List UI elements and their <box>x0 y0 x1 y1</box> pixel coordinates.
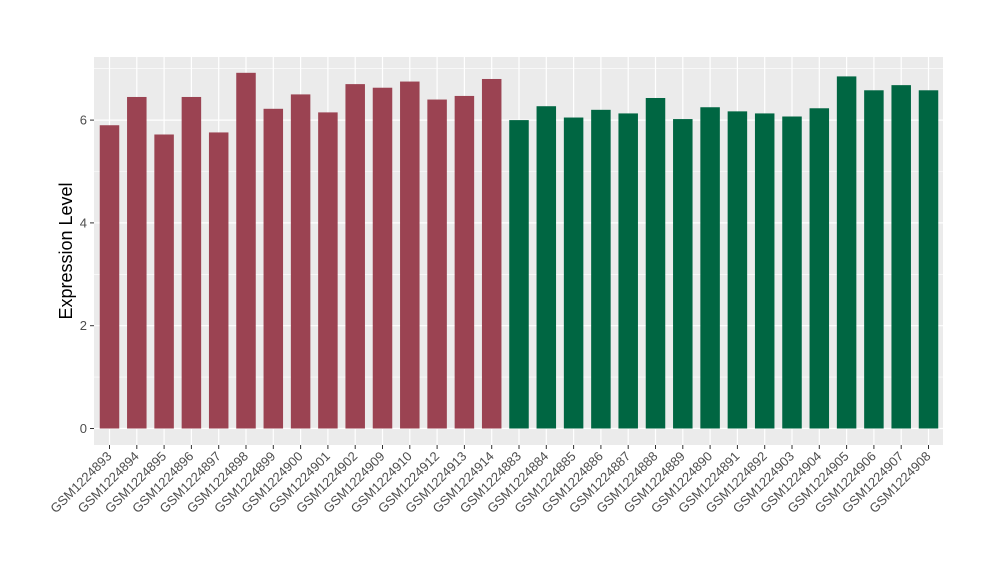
bar-GSM1224889 <box>673 119 693 429</box>
bars <box>99 72 939 429</box>
bar-GSM1224897 <box>208 132 229 429</box>
axes: 0246GSM1224893GSM1224894GSM1224895GSM122… <box>47 113 933 516</box>
bar-GSM1224905 <box>836 76 857 429</box>
bar-GSM1224906 <box>864 90 884 429</box>
bar-GSM1224892 <box>754 113 775 429</box>
bar-GSM1224883 <box>509 120 529 429</box>
bar-GSM1224887 <box>618 113 638 429</box>
bar-GSM1224891 <box>727 111 748 429</box>
bar-GSM1224907 <box>891 85 911 429</box>
bar-GSM1224912 <box>427 99 447 429</box>
y-tick-label: 6 <box>80 113 87 128</box>
bar-GSM1224894 <box>127 96 147 429</box>
y-tick-label: 4 <box>80 215 87 230</box>
bar-GSM1224913 <box>454 95 475 429</box>
y-tick-label: 2 <box>80 318 87 333</box>
bar-GSM1224890 <box>700 107 720 429</box>
y-axis-label: Expression Level <box>56 182 76 319</box>
bar-GSM1224886 <box>591 109 611 429</box>
bar-GSM1224899 <box>263 108 284 429</box>
bar-GSM1224888 <box>645 97 666 429</box>
bar-GSM1224901 <box>318 112 338 429</box>
y-tick-label: 0 <box>80 421 87 436</box>
bar-GSM1224885 <box>563 117 584 429</box>
bar-GSM1224893 <box>99 125 120 429</box>
bar-GSM1224903 <box>782 116 802 429</box>
bar-GSM1224902 <box>345 84 365 429</box>
bar-GSM1224908 <box>918 90 939 429</box>
bar-GSM1224914 <box>481 78 502 429</box>
bar-GSM1224910 <box>400 81 420 429</box>
bar-GSM1224904 <box>809 108 830 429</box>
bar-GSM1224884 <box>536 106 557 429</box>
bar-GSM1224898 <box>236 72 256 429</box>
bar-GSM1224896 <box>181 96 202 429</box>
bar-GSM1224909 <box>372 87 393 429</box>
bar-GSM1224895 <box>154 134 174 429</box>
bar-GSM1224900 <box>290 94 311 429</box>
